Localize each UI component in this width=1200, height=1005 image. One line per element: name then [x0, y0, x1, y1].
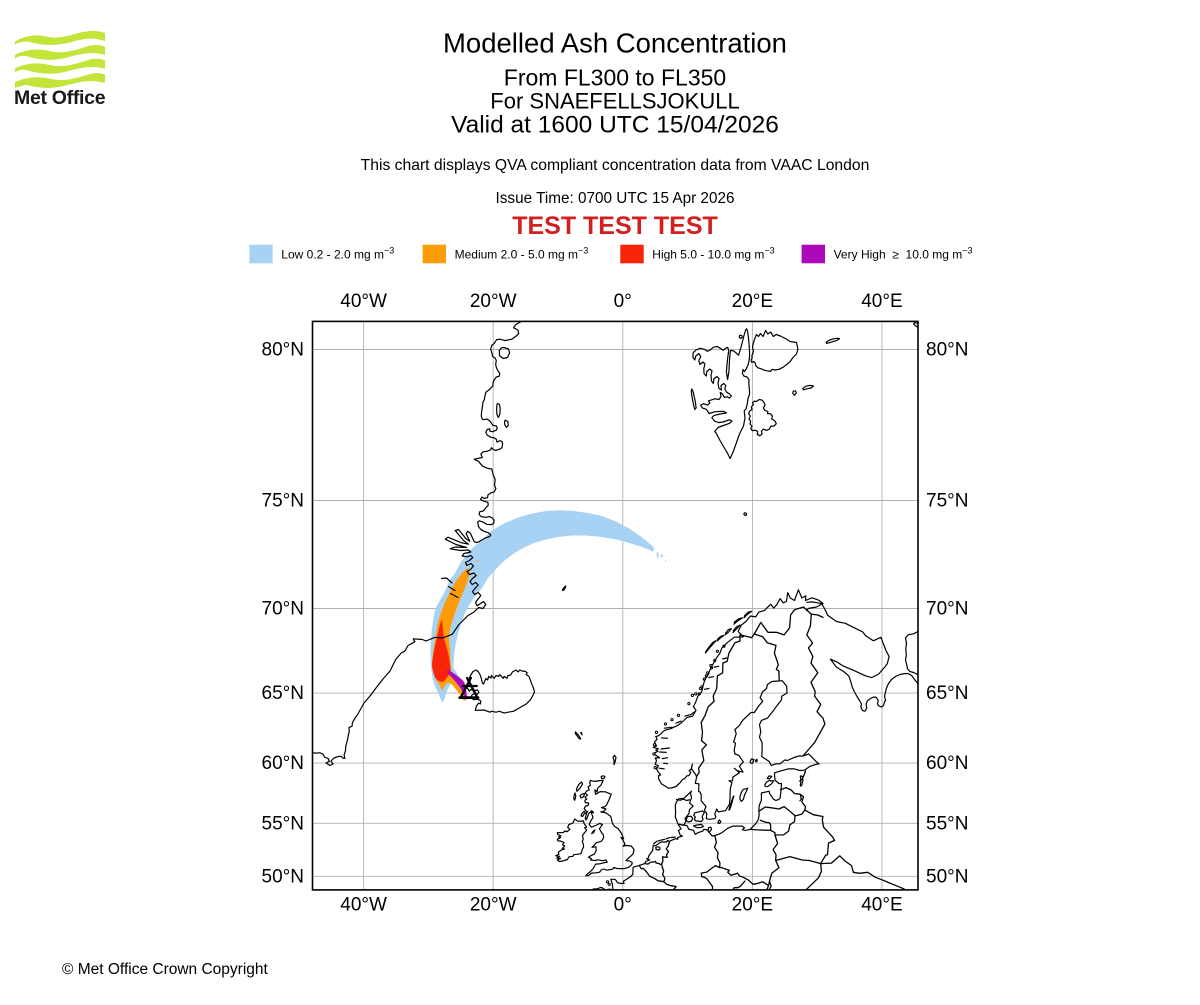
svg-text:20°W: 20°W — [470, 291, 517, 312]
svg-text:This chart displays QVA compli: This chart displays QVA compliant concen… — [361, 157, 870, 174]
svg-text:65°N: 65°N — [926, 683, 968, 704]
svg-text:60°N: 60°N — [926, 753, 968, 774]
svg-text:From FL300 to FL350: From FL300 to FL350 — [504, 65, 726, 91]
svg-text:TEST TEST TEST: TEST TEST TEST — [512, 212, 718, 240]
svg-text:Modelled Ash Concentration: Modelled Ash Concentration — [443, 28, 787, 59]
svg-text:80°N: 80°N — [262, 339, 304, 360]
svg-text:Issue Time: 0700 UTC 15 Apr 20: Issue Time: 0700 UTC 15 Apr 2026 — [496, 190, 735, 207]
svg-text:55°N: 55°N — [926, 813, 968, 834]
svg-text:70°N: 70°N — [926, 598, 968, 619]
svg-text:Medium 2.0 - 5.0 mg m−3: Medium 2.0 - 5.0 mg m−3 — [455, 246, 589, 262]
svg-text:© Met Office Crown Copyright: © Met Office Crown Copyright — [62, 961, 269, 978]
svg-text:High 5.0 - 10.0 mg m−3: High 5.0 - 10.0 mg m−3 — [652, 246, 774, 262]
svg-text:Low 0.2 - 2.0 mg m−3: Low 0.2 - 2.0 mg m−3 — [281, 246, 394, 262]
svg-text:40°W: 40°W — [340, 291, 387, 312]
svg-text:Very High ≥ 10.0 mg m−3: Very High ≥ 10.0 mg m−3 — [834, 246, 973, 262]
svg-text:For SNAEFELLSJOKULL: For SNAEFELLSJOKULL — [490, 89, 739, 114]
svg-text:0°: 0° — [614, 895, 632, 916]
svg-text:60°N: 60°N — [262, 753, 304, 774]
svg-text:Met Office: Met Office — [14, 87, 106, 109]
svg-text:70°N: 70°N — [262, 598, 304, 619]
svg-text:55°N: 55°N — [262, 813, 304, 834]
svg-text:40°E: 40°E — [861, 291, 902, 312]
svg-text:Valid at 1600 UTC 15/04/2026: Valid at 1600 UTC 15/04/2026 — [451, 112, 779, 139]
svg-text:50°N: 50°N — [926, 866, 968, 887]
svg-text:20°E: 20°E — [732, 895, 773, 916]
svg-text:40°W: 40°W — [340, 895, 387, 916]
svg-text:75°N: 75°N — [262, 491, 304, 512]
svg-text:40°E: 40°E — [861, 895, 902, 916]
svg-text:65°N: 65°N — [262, 683, 304, 704]
svg-text:80°N: 80°N — [926, 339, 968, 360]
svg-text:75°N: 75°N — [926, 491, 968, 512]
svg-text:20°E: 20°E — [732, 291, 773, 312]
svg-text:0°: 0° — [614, 291, 632, 312]
svg-text:20°W: 20°W — [470, 895, 517, 916]
svg-text:50°N: 50°N — [262, 866, 304, 887]
